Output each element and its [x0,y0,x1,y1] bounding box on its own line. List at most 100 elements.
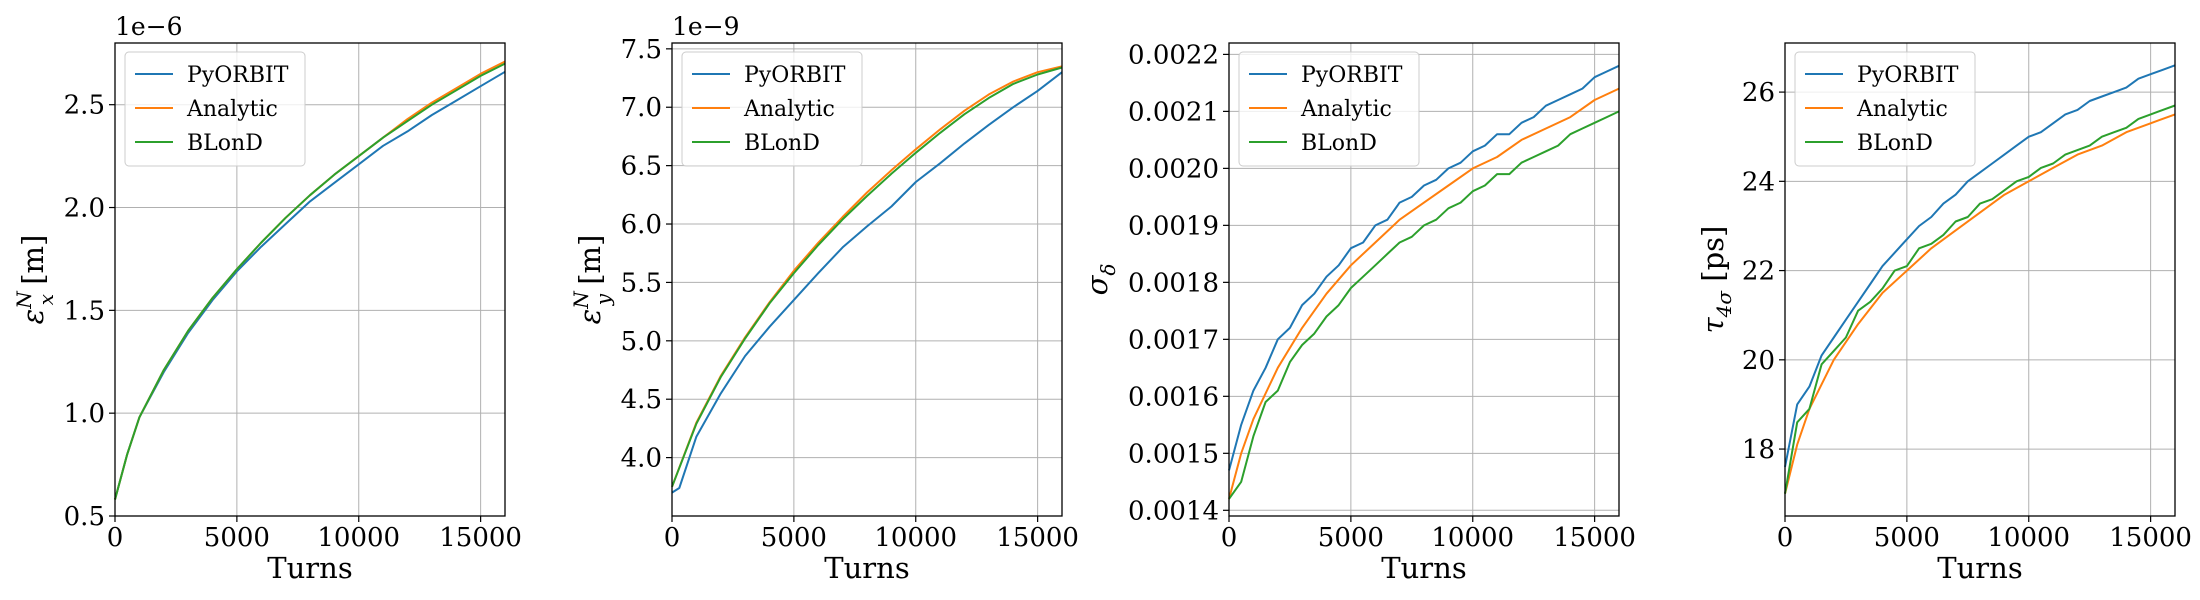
x-tick-label: 0 [664,523,681,553]
y-axis-label-subscript: x [34,294,58,305]
subplot-3: 0 5000 10000 15000 0.0014 0.0015 0.0016 0.0017 0… [1080,40,1636,585]
series-line-pyorbit [1784,64,2176,468]
legend-box [124,51,306,167]
series-line-blond [671,66,1063,488]
y-axis-label: σδ [1080,264,1120,296]
axis-offset-text: 1e−6 [115,12,183,41]
x-tick-label: 10000 [317,523,400,553]
x-tick-label: 15000 [2109,523,2192,553]
legend-label: Analytic [1300,97,1392,122]
y-axis-label-subscript: y [591,293,615,306]
x-tick-label: 10000 [874,523,957,553]
y-axis-label-symbol: σ [1080,274,1114,295]
legend-label: Analytic [1856,97,1948,122]
y-tick-label: 1.5 [64,296,105,326]
x-tick-label: 0 [1221,523,1238,553]
x-tick-label: 10000 [1431,523,1514,553]
y-tick-label: 0.0021 [1128,97,1219,127]
y-tick-label: 0.0017 [1128,325,1219,355]
legend-label: BLonD [744,131,820,156]
y-axis-label-superscript: N [569,290,593,310]
axis-offset-text: 1e−9 [672,12,740,41]
y-tick-label: 0.0022 [1128,40,1219,70]
y-tick-label: 6.0 [621,210,662,240]
y-tick-label: 0.0015 [1128,439,1219,469]
y-tick-label: 0.0020 [1128,154,1219,184]
y-tick-label: 5.0 [621,327,662,357]
y-tick-label: 5.5 [621,268,662,298]
y-axis-label-subscript: δ [1096,264,1120,276]
y-tick-label: 2.5 [64,91,105,121]
series-line-blond [1228,110,1620,500]
legend-label: PyORBIT [1301,63,1403,88]
legend: PyORBIT Analytic BLonD [1238,51,1420,167]
y-tick-label: 0.0018 [1128,268,1219,298]
y-tick-label: 2.0 [64,194,105,224]
legend: PyORBIT Analytic BLonD [681,51,863,167]
y-tick-label: 0.0016 [1128,382,1219,412]
y-tick-label: 22 [1742,257,1775,287]
y-tick-label: 7.5 [621,35,662,65]
legend-box [1238,51,1420,167]
plot-frame [114,42,506,517]
x-tick-label: 5000 [1318,523,1384,553]
x-tick-label: 15000 [439,523,522,553]
y-axis-label-symbol: ε [16,309,50,325]
subplot-4: 0 5000 10000 15000 18 20 22 24 26 Turns τ4σ [ps] Py… [1696,42,2192,585]
y-axis-label-superscript: N [12,290,36,310]
legend-label: BLonD [1857,131,1933,156]
series-line-blond [114,62,506,500]
x-axis-label: Turns [824,551,909,585]
legend-label: PyORBIT [187,63,289,88]
y-tick-label: 4.5 [621,385,662,415]
x-tick-label: 5000 [1874,523,1940,553]
y-tick-label: 0.0014 [1128,496,1219,526]
x-tick-label: 5000 [204,523,270,553]
y-tick-label: 0.0019 [1128,211,1219,241]
y-tick-label: 1.0 [64,399,105,429]
x-axis-label: Turns [1381,551,1466,585]
y-tick-label: 6.5 [621,152,662,182]
legend-label: PyORBIT [744,63,846,88]
series-line-analytic [1228,87,1620,500]
y-tick-label: 20 [1742,346,1775,376]
series-line-blond [1784,104,2176,494]
y-tick-label: 7.0 [621,93,662,123]
legend: PyORBIT Analytic BLonD [124,51,306,167]
y-axis-label: εNy [m] [569,235,615,325]
subplot-2: 0 5000 10000 15000 4.0 4.5 5.0 5.5 6.0 6.5 7.0 7.5 1… [569,12,1079,585]
series-line-pyorbit [671,71,1063,494]
x-tick-label: 15000 [996,523,1079,553]
legend-label: PyORBIT [1857,63,1959,88]
y-tick-label: 26 [1742,78,1775,108]
plot-frame [1228,42,1620,517]
plot-frame [1784,42,2176,517]
y-axis-label: τ4σ [ps] [1696,226,1736,334]
legend-label: BLonD [187,131,263,156]
series-line-analytic [1784,113,2176,494]
y-axis-label-unit: [m] [16,235,50,294]
y-tick-label: 18 [1742,435,1775,465]
x-axis-label: Turns [1937,551,2022,585]
legend: PyORBIT Analytic BLonD [1794,51,1976,167]
plot-frame [671,42,1063,517]
y-tick-label: 24 [1742,167,1775,197]
x-axis-label: Turns [267,551,352,585]
subplot-1: 0 5000 10000 15000 0.5 1.0 1.5 2.0 2.5 1e−6 Turns ε… [12,12,522,585]
series-line-pyorbit [1228,64,1620,471]
legend-box [1794,51,1976,167]
legend-label: BLonD [1301,131,1377,156]
y-axis-label-symbol: τ [1696,316,1730,333]
y-axis-label-unit: [m] [573,235,607,294]
x-tick-label: 0 [107,523,124,553]
x-tick-label: 10000 [1987,523,2070,553]
y-axis-label: εNx [m] [12,235,58,325]
y-axis-label-symbol: ε [573,309,607,325]
y-axis-label-unit: [ps] [1696,226,1730,291]
legend-box [681,51,863,167]
y-axis-label-subscript: 4σ [1712,290,1736,319]
x-tick-label: 5000 [761,523,827,553]
y-tick-label: 4.0 [621,444,662,474]
x-tick-label: 0 [1777,523,1794,553]
